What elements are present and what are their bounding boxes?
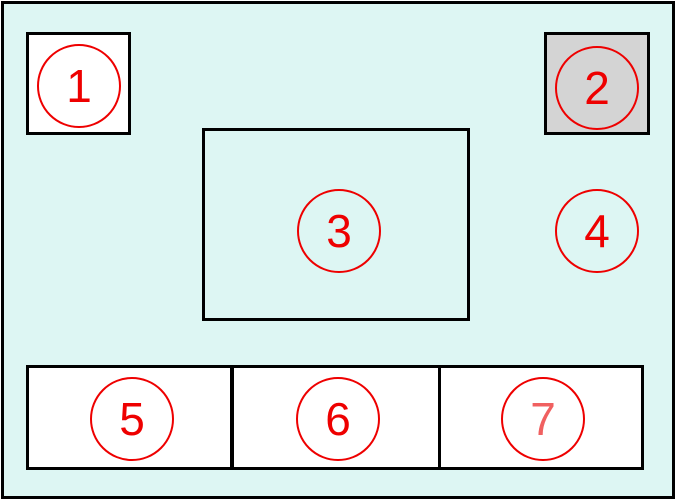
- region-7-badge: 7: [501, 377, 585, 461]
- region-3-panel[interactable]: [202, 128, 470, 321]
- region-6-badge: 6: [296, 377, 380, 461]
- region-2-badge: 2: [555, 46, 639, 130]
- region-1-badge: 1: [37, 44, 121, 128]
- region-3-badge: 3: [297, 189, 381, 273]
- region-5-badge: 5: [90, 377, 174, 461]
- region-4-badge: 4: [555, 189, 639, 273]
